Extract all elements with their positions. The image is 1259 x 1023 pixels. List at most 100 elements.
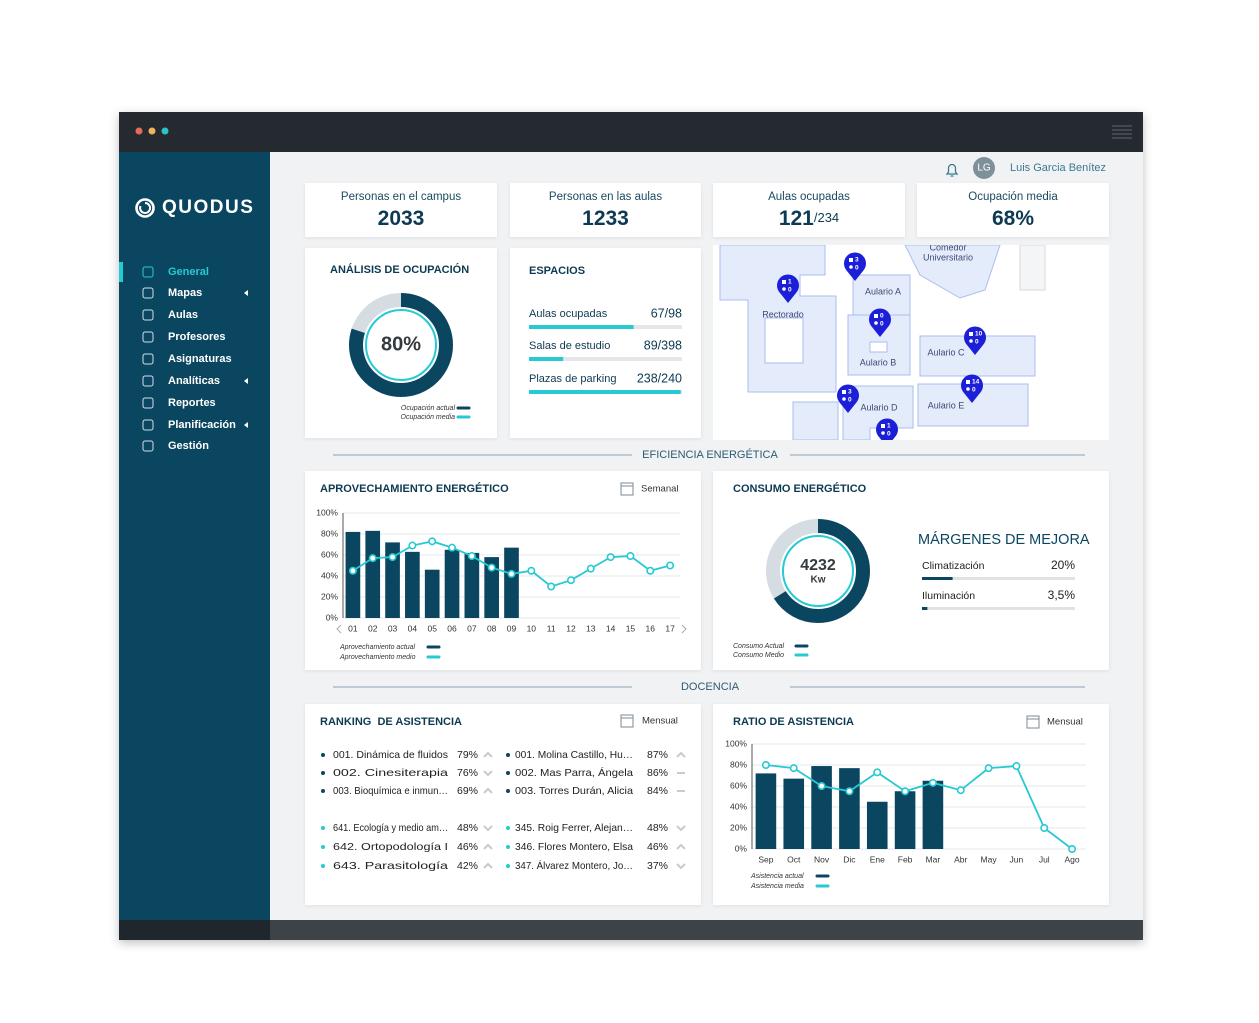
ranking-item[interactable]: 345. Roig Ferrer, Alejan… — [515, 822, 633, 834]
ranking-item[interactable]: 002. Cinesiterapia — [333, 767, 448, 779]
card — [713, 183, 905, 237]
margin-value: 3,5% — [1048, 588, 1076, 602]
x-tick-label: May — [981, 854, 998, 864]
line-point — [448, 543, 457, 552]
map-pin[interactable]: 00 — [869, 308, 891, 337]
donut-arc — [766, 519, 870, 623]
menu-item[interactable]: Analíticas — [168, 375, 220, 387]
donut-inner-ring — [365, 309, 437, 381]
donut-arc — [349, 293, 453, 397]
period-selector[interactable]: Mensual — [642, 716, 678, 727]
ranking-value: 86% — [647, 767, 668, 779]
ranking-item[interactable]: 001. Molina Castillo, Hu… — [515, 749, 633, 761]
map-pin[interactable]: 30 — [837, 384, 859, 413]
menu-item[interactable]: Profesores — [168, 331, 225, 343]
card — [305, 248, 497, 438]
scroll-left[interactable] — [336, 624, 342, 634]
legend-label: Aprovechamiento medio — [339, 654, 416, 661]
x-tick-label: 08 — [487, 623, 497, 633]
map-pin[interactable]: 10 — [777, 274, 800, 303]
ranking-item[interactable]: 001. Dinámica de fluidos — [333, 749, 448, 761]
line-point — [789, 764, 798, 773]
ranking-item[interactable]: 642. Ortopodología I — [333, 841, 448, 853]
bar — [365, 530, 381, 618]
card-title: ANÁLISIS DE OCUPACIÓN — [330, 263, 469, 276]
logo-icon — [135, 198, 155, 218]
line-point — [666, 561, 675, 570]
ranking-item[interactable]: 347. Álvarez Montero, Jo… — [515, 859, 633, 872]
y-tick-label: 80% — [321, 528, 338, 538]
x-tick-label: Ago — [1065, 854, 1080, 864]
ranking-value: 48% — [647, 822, 668, 834]
status-bar — [119, 920, 270, 940]
card-title: RATIO DE ASISTENCIA — [733, 716, 854, 728]
pin-icon — [842, 390, 846, 394]
menu-icon — [142, 375, 154, 387]
bullet — [506, 753, 510, 757]
kpi-label: Aulas ocupadas — [768, 191, 850, 203]
menu-item[interactable]: Reportes — [168, 397, 216, 409]
pin-icon — [969, 332, 973, 336]
ranking-item[interactable]: 003. Torres Durán, Alicia — [515, 785, 633, 797]
map-pin[interactable]: 140 — [961, 374, 983, 403]
map-label: Aulario D — [860, 402, 898, 412]
menu-item[interactable]: Planificación — [168, 419, 236, 431]
menu-icon — [142, 419, 154, 431]
line-point — [547, 582, 556, 591]
ranking-item[interactable]: 002. Mas Parra, Ángela — [515, 766, 633, 779]
bullet — [321, 826, 325, 830]
line-series — [765, 764, 1073, 850]
panel-title: MÁRGENES DE MEJORA — [918, 531, 1090, 548]
ranking-value: 87% — [647, 749, 668, 761]
ranking-value: 76% — [457, 767, 478, 779]
menu-item[interactable]: Mapas — [168, 287, 202, 299]
card — [305, 183, 497, 237]
map-pin[interactable]: 30 — [844, 252, 866, 281]
period-selector[interactable]: Semanal — [641, 484, 679, 495]
avatar[interactable] — [973, 157, 995, 179]
margin-track — [922, 577, 1075, 580]
x-tick-label: 17 — [665, 623, 675, 633]
window-menu-icon — [1112, 125, 1132, 139]
menu-item[interactable]: General — [168, 266, 209, 278]
map-pin[interactable]: 100 — [964, 326, 986, 355]
menu-item[interactable]: Aulas — [168, 309, 198, 321]
calendar-icon[interactable] — [620, 714, 634, 728]
kpi-value: 68% — [992, 207, 1034, 230]
submenu-arrow — [244, 422, 248, 428]
kpi-value: 121 — [779, 207, 814, 230]
donut-inner-ring — [782, 535, 854, 607]
map-label: Aulario C — [927, 347, 965, 357]
line-point — [348, 566, 357, 575]
ranking-item[interactable]: 346. Flores Montero, Elsa — [515, 841, 633, 853]
map-label: Comedor — [929, 242, 966, 252]
calendar-icon[interactable] — [620, 482, 634, 496]
map-pin[interactable]: 10 — [876, 418, 898, 447]
user-name[interactable]: Luis Garcia Benítez — [1010, 162, 1106, 174]
menu-icon — [142, 309, 154, 321]
pin-icon — [849, 265, 853, 269]
ranking-item[interactable]: 003. Bioquímica e inmun… — [333, 785, 448, 797]
line-point — [817, 781, 826, 790]
period-selector[interactable]: Mensual — [1047, 717, 1083, 728]
trend-up — [676, 843, 686, 850]
scroll-right[interactable] — [681, 624, 687, 634]
progress-bar — [529, 357, 564, 361]
bar — [866, 801, 888, 849]
bullet — [506, 864, 510, 868]
line-point — [956, 786, 965, 795]
space-value: 238/240 — [637, 371, 682, 385]
menu-item[interactable]: Gestión — [168, 440, 209, 452]
line-point — [408, 541, 417, 550]
margin-label: Climatización — [922, 560, 985, 572]
legend-label: Consumo Medio — [733, 652, 784, 659]
notification-bell[interactable] — [945, 163, 959, 177]
ranking-item[interactable]: 643. Parasitología — [333, 860, 448, 872]
y-tick-label: 40% — [321, 570, 338, 580]
line-point — [487, 563, 496, 572]
menu-item[interactable]: Asignaturas — [168, 353, 232, 365]
ranking-item[interactable]: 641. Ecología y medio am… — [333, 822, 448, 834]
calendar-icon[interactable] — [1026, 715, 1040, 729]
